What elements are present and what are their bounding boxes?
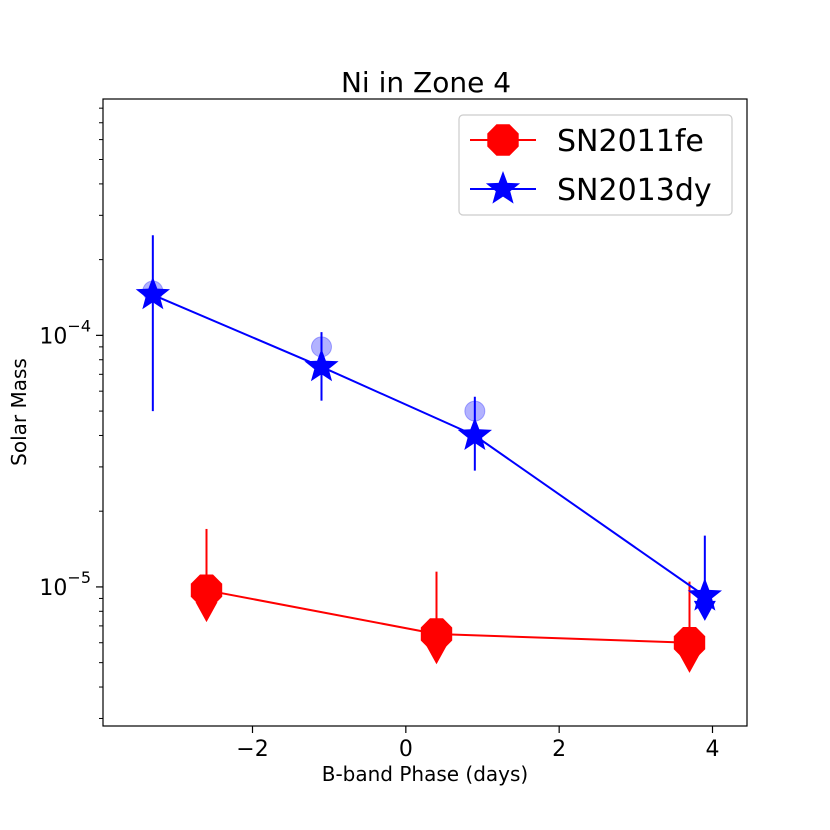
ticks-layer: −2 0 2 4 10−5 10−4 — [39, 107, 720, 762]
data-point-octagon — [190, 574, 223, 606]
chart-title: Ni in Zone 4 — [341, 66, 511, 99]
legend-marker-star — [485, 171, 521, 204]
data-point-star — [687, 578, 722, 611]
x-axis-label: B-band Phase (days) — [322, 762, 529, 786]
data-point-star — [135, 276, 170, 310]
x-tick-label: 0 — [399, 737, 413, 762]
y-tick-label: 10−5 — [39, 568, 91, 601]
legend-label: SN2013dy — [557, 173, 712, 208]
data-point-octagon — [673, 627, 706, 659]
data-point-star — [457, 417, 492, 450]
x-tick-label: −2 — [236, 737, 268, 762]
x-tick-label: 2 — [552, 737, 566, 762]
data-point-star — [304, 348, 339, 382]
legend-marker-octagon — [487, 124, 519, 156]
lower-limit-marker — [195, 602, 218, 623]
series-line — [152, 293, 706, 597]
y-axis-label: Solar Mass — [7, 358, 31, 466]
x-tick-label: 4 — [706, 737, 720, 762]
legend: SN2011fe SN2013dy — [458, 114, 733, 216]
plot-frame — [102, 98, 748, 727]
y-tick-label: 10−4 — [39, 316, 91, 349]
series-layer — [135, 235, 722, 673]
data-point-octagon — [420, 618, 453, 650]
legend-label: SN2011fe — [557, 124, 704, 159]
